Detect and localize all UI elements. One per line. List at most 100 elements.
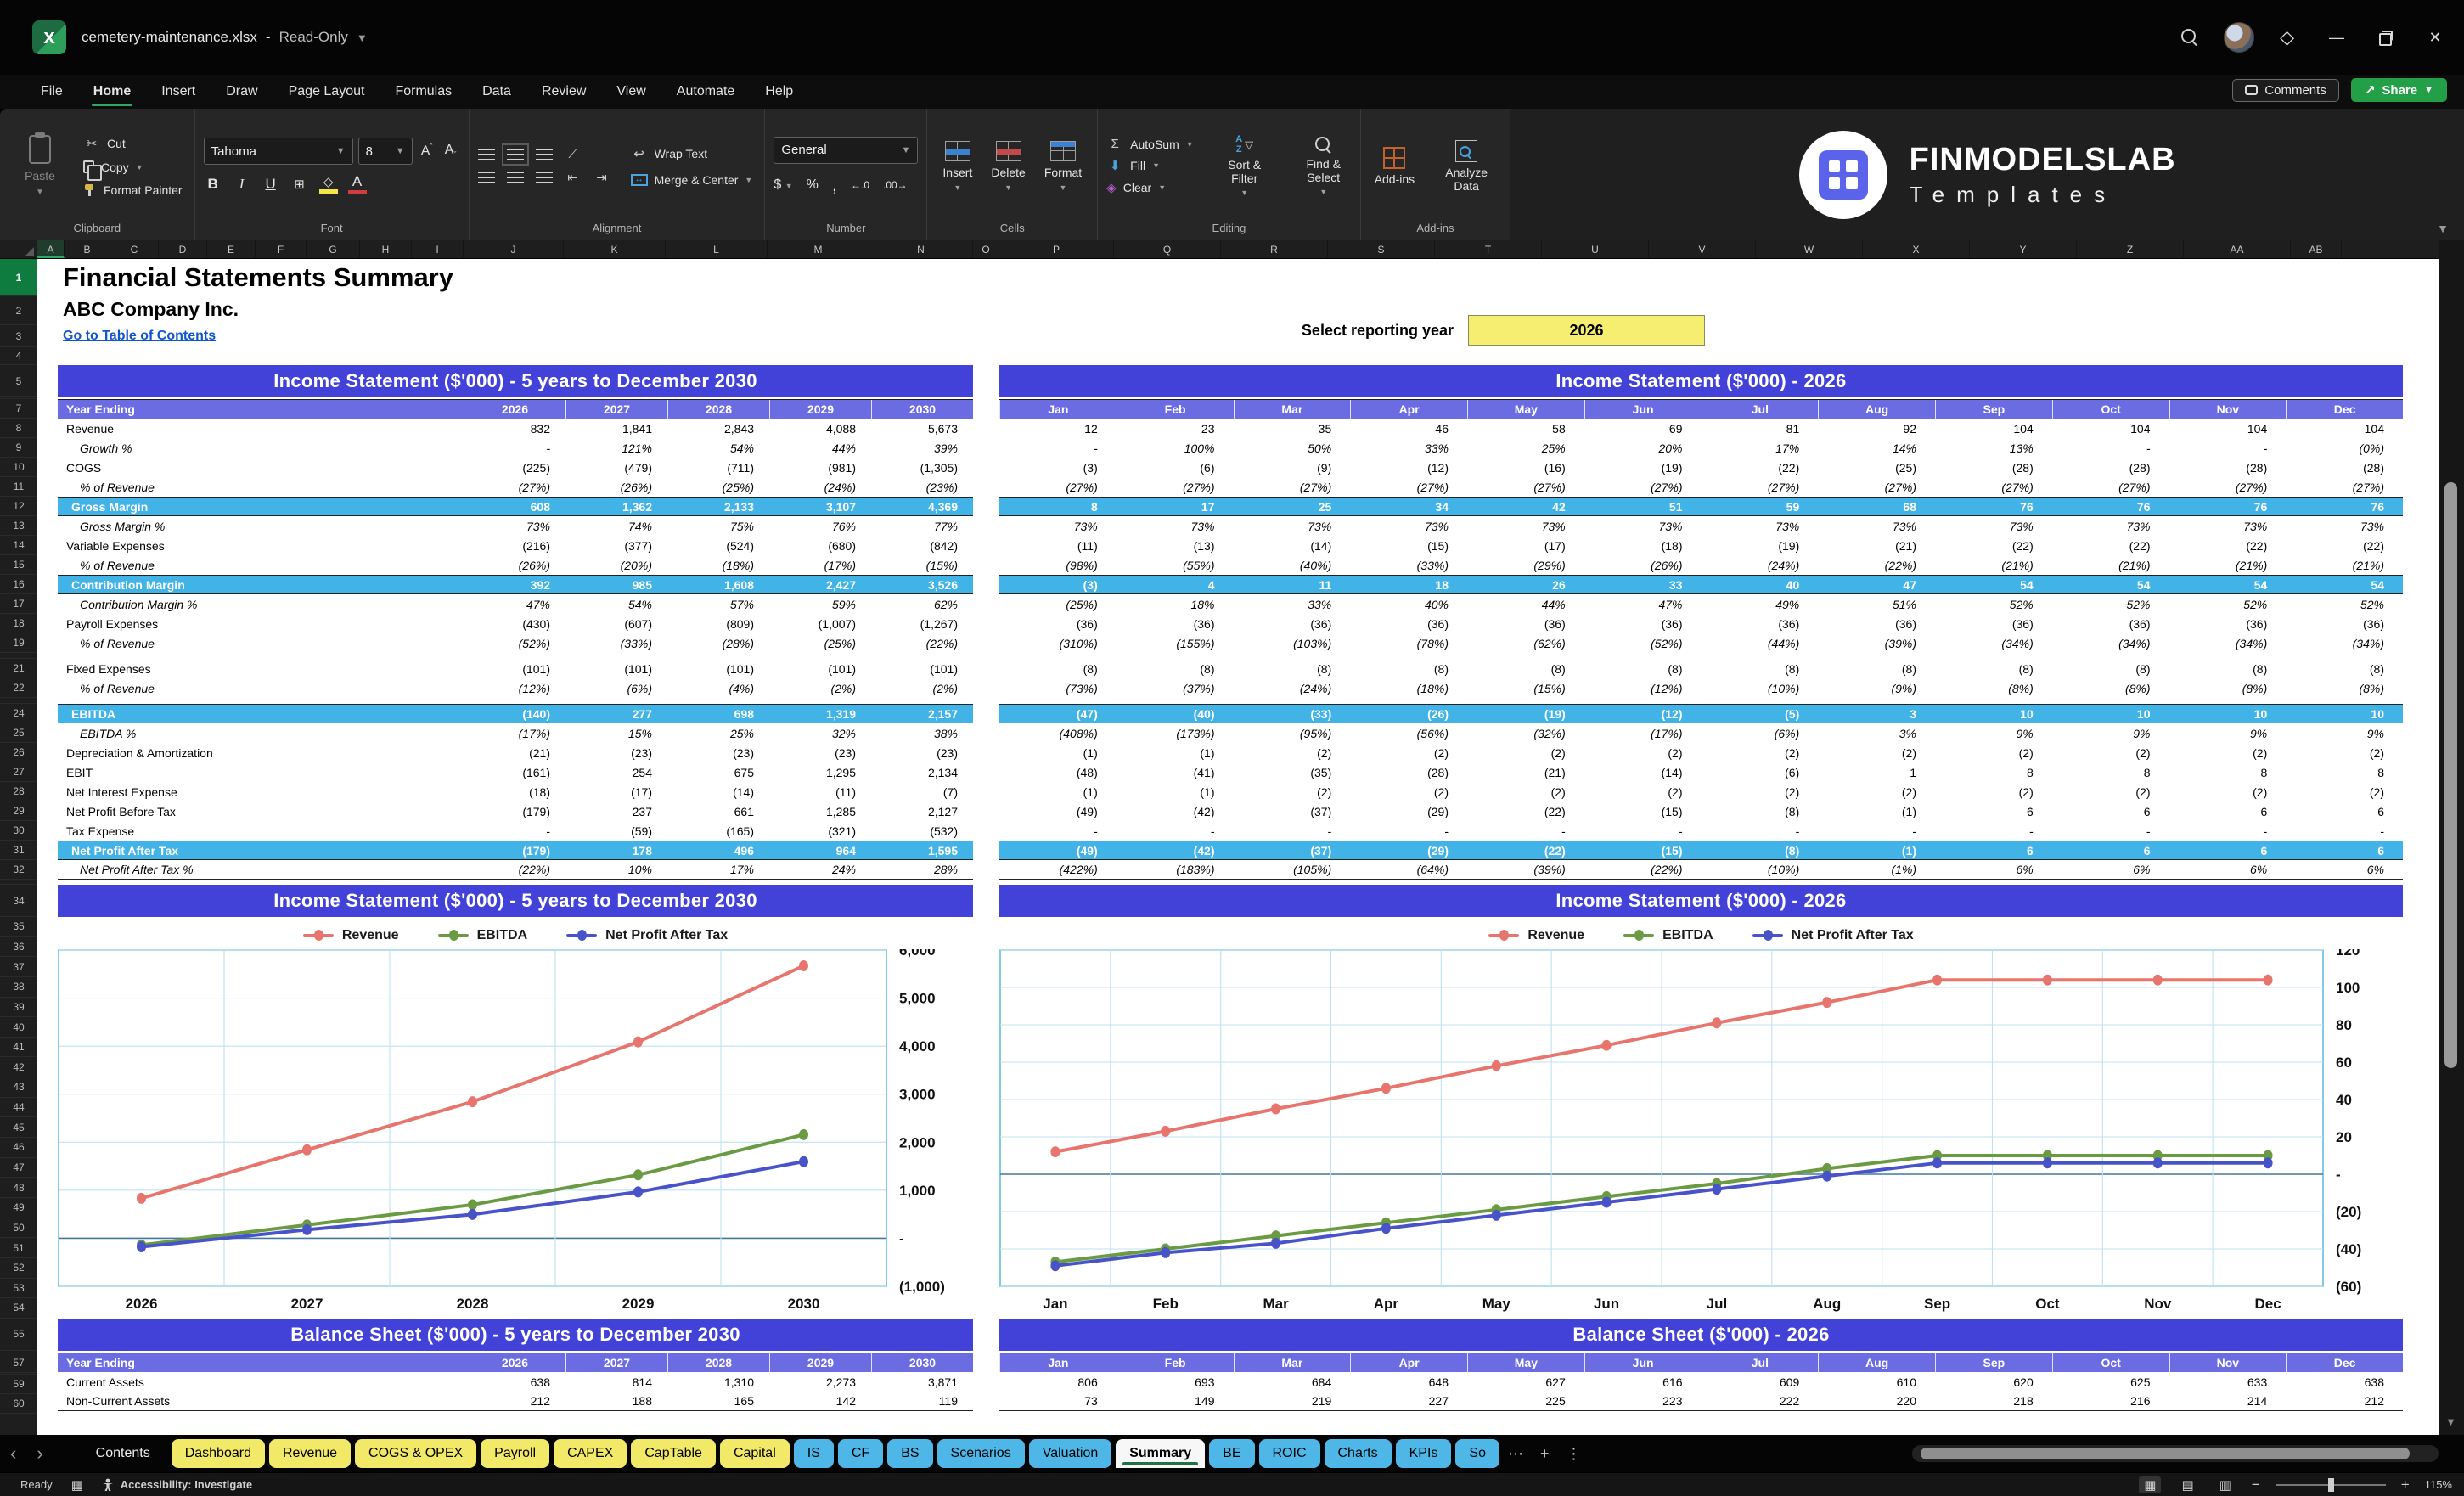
cell-value[interactable]: 616 [1662,1375,1683,1389]
cell-value[interactable]: (8) [1785,661,1800,676]
cell-value[interactable]: 1,841 [622,421,652,436]
cell-value[interactable]: 6% [2250,863,2268,876]
cell-value[interactable]: 985 [632,577,652,592]
legend-item-ebitda[interactable]: EBITDA [1623,928,1713,943]
horizontal-scrollbar-thumb[interactable] [1921,1448,2410,1459]
sheet-tab-be[interactable]: BE [1209,1439,1255,1468]
row-header-8[interactable]: 8 [0,419,37,438]
cell-value[interactable]: (26%) [620,480,652,494]
cell-value[interactable]: (27%) [1651,480,1683,494]
column-header-H[interactable]: H [360,240,412,258]
cell-value[interactable]: (23) [835,745,856,760]
column-header-M[interactable]: M [768,240,869,258]
sheet-tab-contents[interactable]: Contents [95,1446,150,1460]
vertical-scrollbar[interactable]: ▼ [2439,240,2464,1435]
row-header-59[interactable]: 59 [0,1375,37,1394]
cell-value[interactable]: (8) [2135,661,2151,676]
cell-value[interactable]: (1) [1200,785,1215,799]
cell-value[interactable]: (1) [1083,785,1098,799]
cell-value[interactable]: (18) [1661,538,1683,553]
fill-button[interactable]: ⬇ Fill ▼ [1106,158,1194,173]
cell-value[interactable]: (0%) [2359,441,2384,455]
cell-value[interactable]: (179) [522,843,550,858]
cell-value[interactable]: 216 [2130,1394,2151,1408]
cell-value[interactable]: (27%) [2001,480,2034,494]
cell-value[interactable]: (2) [2253,785,2268,799]
underline-button[interactable]: U [265,175,276,192]
cell-value[interactable]: (37) [1310,843,1332,858]
cell-value[interactable]: 76 [2253,499,2268,514]
row-header-19[interactable]: 19 [0,633,37,653]
cell-value[interactable]: 9% [2366,726,2384,740]
cell-value[interactable]: 10 [2020,706,2034,721]
cell-value[interactable]: (2) [1668,785,1683,799]
legend-item-net-profit-after-tax[interactable]: Net Profit After Tax [1752,928,1914,943]
cell-value[interactable]: 104 [2013,421,2034,436]
search-icon[interactable] [2181,29,2198,46]
cell-value[interactable]: 6 [2260,804,2268,818]
cell-value[interactable]: (105%) [1293,863,1332,876]
cell-value[interactable]: (1) [1901,843,1916,858]
cell-value[interactable]: (36) [2129,616,2151,631]
cell-value[interactable]: 28% [933,863,958,876]
column-header-P[interactable]: P [999,240,1114,258]
cell-value[interactable]: (36) [1193,616,1215,631]
cell-value[interactable]: 76 [2136,499,2151,514]
cell-value[interactable]: 6% [2016,863,2034,876]
cell-value[interactable]: (8) [1550,661,1566,676]
cell-value[interactable]: (36) [1544,616,1566,631]
cell-value[interactable]: (6%) [627,681,652,695]
cell-value[interactable]: (103%) [1293,636,1332,650]
zoom-in-button[interactable]: + [2400,1476,2410,1493]
cell-value[interactable]: 58 [1552,421,1566,436]
cell-value[interactable]: (36) [1661,616,1683,631]
font-size-select[interactable]: 8 ▼ [357,138,413,165]
table-of-contents-link[interactable]: Go to Table of Contents [63,329,217,343]
clear-button[interactable]: ◈ Clear ▼ [1106,181,1167,195]
cell-value[interactable]: (2) [1433,785,1449,799]
cell-value[interactable]: (9) [1317,460,1332,475]
cell-value[interactable]: (36) [2011,616,2034,631]
accessibility-status[interactable]: Accessibility: Investigate [120,1478,253,1491]
increase-indent-icon[interactable]: ⇥ [596,171,607,185]
cell-value[interactable]: (34%) [2001,636,2034,650]
row-header-24[interactable]: 24 [0,704,37,723]
cell-value[interactable]: 76% [831,519,856,533]
cell-value[interactable]: 1,595 [927,843,958,858]
row-header-31[interactable]: 31 [0,841,37,860]
menu-tab-formulas[interactable]: Formulas [395,84,453,98]
cell-value[interactable]: (1,305) [920,460,958,475]
row-header-9[interactable]: 9 [0,438,37,458]
row-header-46[interactable]: 46 [0,1138,37,1158]
cell-value[interactable]: (37) [1310,804,1332,818]
analyze-data-button[interactable]: Analyze Data [1437,139,1496,193]
cell-value[interactable]: 10% [627,863,652,876]
row-header-35[interactable]: 35 [0,917,37,937]
row-header-40[interactable]: 40 [0,1017,37,1038]
cell-value[interactable]: 212 [530,1394,550,1408]
cell-value[interactable]: 392 [530,577,550,592]
orientation-icon[interactable]: ⟋ [568,147,577,161]
cell-value[interactable]: 34 [1435,499,1449,514]
cell-value[interactable]: 806 [1077,1375,1098,1389]
cell-value[interactable]: (25%) [824,636,856,650]
minimize-button[interactable]: — [2329,28,2344,46]
cell-value[interactable]: (183%) [1176,863,1215,876]
cell-value[interactable]: (8) [2018,661,2034,676]
cell-value[interactable]: (22) [1544,843,1566,858]
cell-value[interactable]: (2) [1433,745,1449,760]
cell-value[interactable]: 18 [1435,577,1449,592]
cell-value[interactable]: 54 [2020,577,2034,592]
cell-value[interactable]: - [1210,824,1215,838]
row-header-60[interactable]: 60 [0,1394,37,1414]
cell-value[interactable]: 3,107 [825,499,856,514]
font-color-button[interactable]: A [347,173,367,194]
cell-value[interactable]: (27%) [1183,480,1215,494]
row-header-10[interactable]: 10 [0,458,37,477]
menu-tab-draw[interactable]: Draw [226,84,258,98]
cell-value[interactable]: (49) [1076,804,1098,818]
horizontal-scrollbar[interactable] [1912,1445,2439,1462]
cell-value[interactable]: - [1912,824,1916,838]
cell-value[interactable]: 52% [2243,597,2268,611]
cell-value[interactable]: (101) [624,661,652,676]
